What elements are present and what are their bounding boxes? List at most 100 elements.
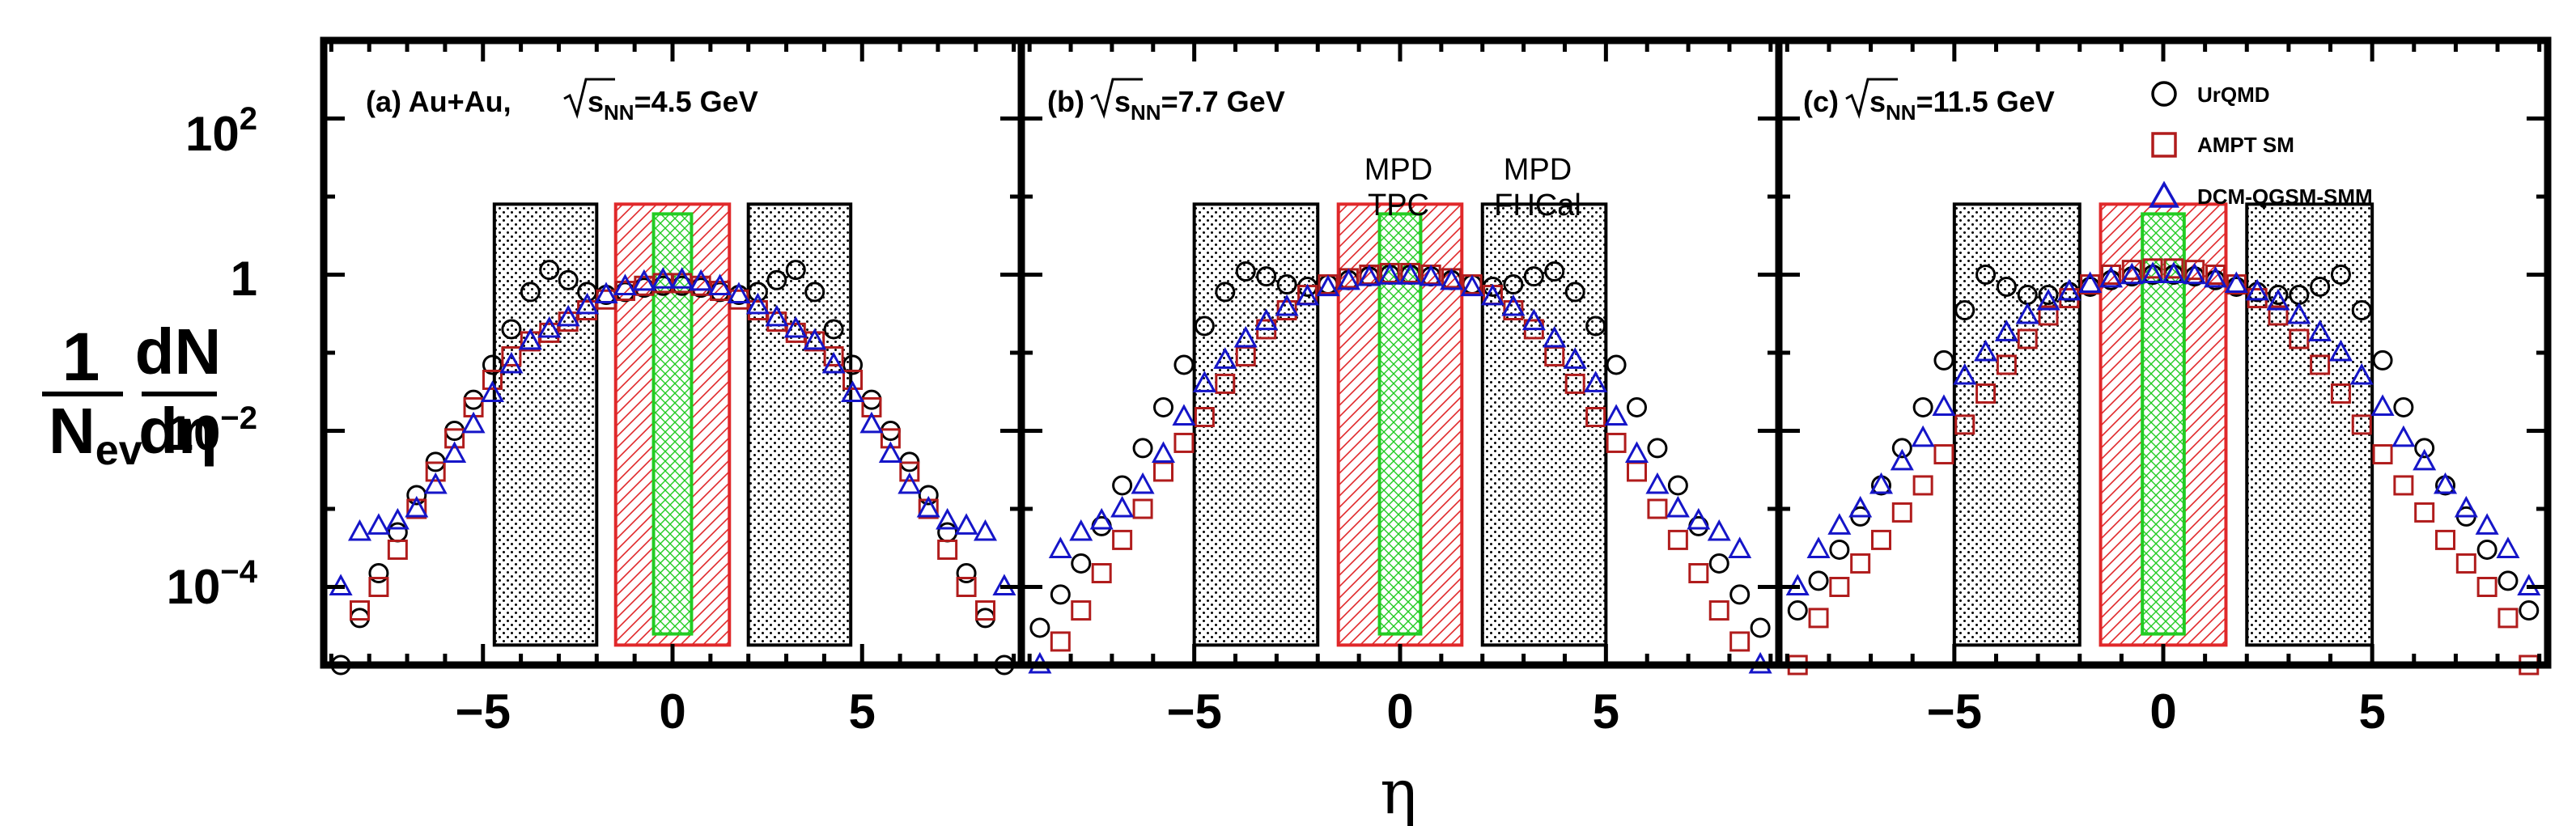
point-dcm-a-18	[670, 267, 694, 289]
point-dcm-c-16	[2120, 262, 2144, 285]
point-dcm-c-28	[2370, 394, 2395, 416]
point-urqmd-b-10	[1235, 261, 1256, 282]
point-ampt-c-32	[2455, 553, 2476, 574]
point-urqmd-c-7	[1933, 349, 1954, 371]
point-ampt-c-8	[1954, 414, 1975, 435]
point-ampt-c-18	[2163, 258, 2184, 279]
point-urqmd-c-25	[2310, 276, 2331, 297]
point-urqmd-c-28	[2372, 349, 2393, 371]
point-dcm-a-1	[347, 519, 372, 541]
point-ampt-c-15	[2100, 265, 2121, 285]
fhcal-region-left	[1192, 202, 1320, 647]
point-dcm-c-31	[2433, 472, 2458, 494]
point-urqmd-a-10	[520, 282, 541, 303]
tpc-label-line2: TPC	[1368, 188, 1429, 222]
point-dcm-a-34	[973, 519, 998, 541]
point-ampt-c-6	[1912, 475, 1933, 496]
point-dcm-c-33	[2475, 513, 2499, 535]
point-urqmd-c-23	[2268, 285, 2289, 306]
point-dcm-a-2	[367, 513, 391, 535]
point-dcm-a-8	[480, 380, 504, 402]
point-dcm-b-28	[1604, 404, 1628, 426]
point-dcm-c-14	[2078, 271, 2103, 294]
panel-b-prefix: (b)	[1047, 85, 1084, 118]
y-axis-label: 1 Nev dN dη	[42, 316, 221, 474]
series-ampt-c	[1787, 258, 2540, 676]
point-urqmd-c-26	[2330, 265, 2351, 285]
point-ampt-c-10	[1996, 354, 2017, 375]
panel-b-s: s	[1114, 85, 1131, 118]
point-dcm-b-25	[1543, 325, 1567, 348]
point-dcm-b-11	[1254, 308, 1279, 331]
panel-c: −5 0 5	[1775, 36, 2552, 739]
point-urqmd-b-34	[1729, 584, 1751, 605]
fhcal-region-right	[2245, 202, 2374, 647]
point-ampt-c-16	[2121, 260, 2142, 281]
point-urqmd-b-0	[1029, 617, 1050, 638]
point-dcm-c-18	[2162, 261, 2186, 283]
y-tick-1e2-exp: 2	[240, 101, 257, 137]
point-dcm-c-6	[1911, 425, 1935, 447]
panel-c-sub: NN	[1886, 100, 1916, 125]
point-ampt-b-5	[1153, 461, 1173, 482]
y-tick-1e-2-exp: −2	[220, 400, 257, 436]
point-ampt-c-7	[1933, 444, 1954, 465]
legend-ampt-marker	[2151, 132, 2177, 158]
point-dcm-a-12	[556, 304, 580, 327]
point-dcm-c-1	[1806, 536, 1831, 558]
point-dcm-b-19	[1419, 264, 1443, 286]
y-tick-1e-4-exp: −4	[220, 554, 257, 590]
legend-urqmd-marker	[2151, 81, 2177, 107]
point-dcm-a-13	[575, 292, 600, 315]
point-ampt-c-9	[1975, 383, 1997, 404]
panel-a-s: s	[588, 85, 604, 118]
point-dcm-a-16	[632, 269, 656, 291]
point-urqmd-b-1	[1050, 584, 1071, 605]
x-tick-label-b-0: −5	[1166, 684, 1221, 739]
point-ampt-c-24	[2289, 328, 2310, 349]
series-dcm-a	[329, 267, 1016, 595]
point-ampt-a-8	[501, 345, 522, 366]
panel-b: −5 0 5	[1017, 36, 1783, 739]
point-ampt-a-29	[899, 461, 920, 482]
point-urqmd-c-34	[2497, 570, 2519, 591]
x-tick-label-c-0: −5	[1927, 684, 1982, 739]
point-dcm-a-7	[461, 411, 486, 434]
point-dcm-b-27	[1584, 371, 1608, 392]
point-dcm-b-9	[1213, 347, 1237, 369]
point-urqmd-b-35	[1750, 617, 1771, 638]
point-dcm-b-13	[1296, 283, 1320, 306]
point-ampt-b-31	[1688, 563, 1709, 584]
point-ampt-c-12	[2038, 305, 2059, 326]
panel-b-sqrt-sign	[1090, 78, 1143, 120]
point-urqmd-a-25	[804, 282, 825, 303]
point-ampt-b-3	[1112, 529, 1133, 550]
point-ampt-a-25	[823, 345, 844, 366]
point-ampt-b-4	[1132, 498, 1153, 519]
y-tick-labels: 102 1 10−2 10−4	[167, 101, 258, 614]
point-dcm-c-12	[2036, 288, 2060, 311]
point-ampt-c-30	[2414, 502, 2435, 523]
point-urqmd-a-23	[766, 269, 787, 290]
point-dcm-c-8	[1953, 362, 1977, 385]
point-urqmd-b-8	[1194, 316, 1215, 337]
point-urqmd-b-24	[1523, 266, 1544, 287]
point-dcm-a-24	[783, 316, 808, 338]
point-dcm-c-3	[1848, 495, 1873, 518]
point-urqmd-b-4	[1112, 475, 1133, 496]
point-dcm-c-23	[2266, 288, 2290, 311]
point-dcm-a-28	[859, 411, 884, 434]
y-tick-label-1e-2: 10−2	[167, 400, 257, 460]
x-ticks-b: −5 0 5	[1027, 40, 1773, 739]
point-dcm-c-19	[2183, 262, 2207, 285]
point-urqmd-c-2	[1829, 539, 1850, 560]
point-dcm-b-8	[1192, 371, 1216, 392]
point-ampt-b-29	[1647, 498, 1668, 519]
point-urqmd-b-31	[1667, 475, 1688, 496]
ylabel-dn: dN	[135, 316, 222, 388]
point-dcm-c-17	[2141, 261, 2165, 283]
point-ampt-b-11	[1276, 299, 1297, 320]
point-ampt-c-29	[2393, 475, 2414, 496]
point-ampt-c-33	[2476, 577, 2497, 597]
point-dcm-b-14	[1316, 274, 1340, 297]
